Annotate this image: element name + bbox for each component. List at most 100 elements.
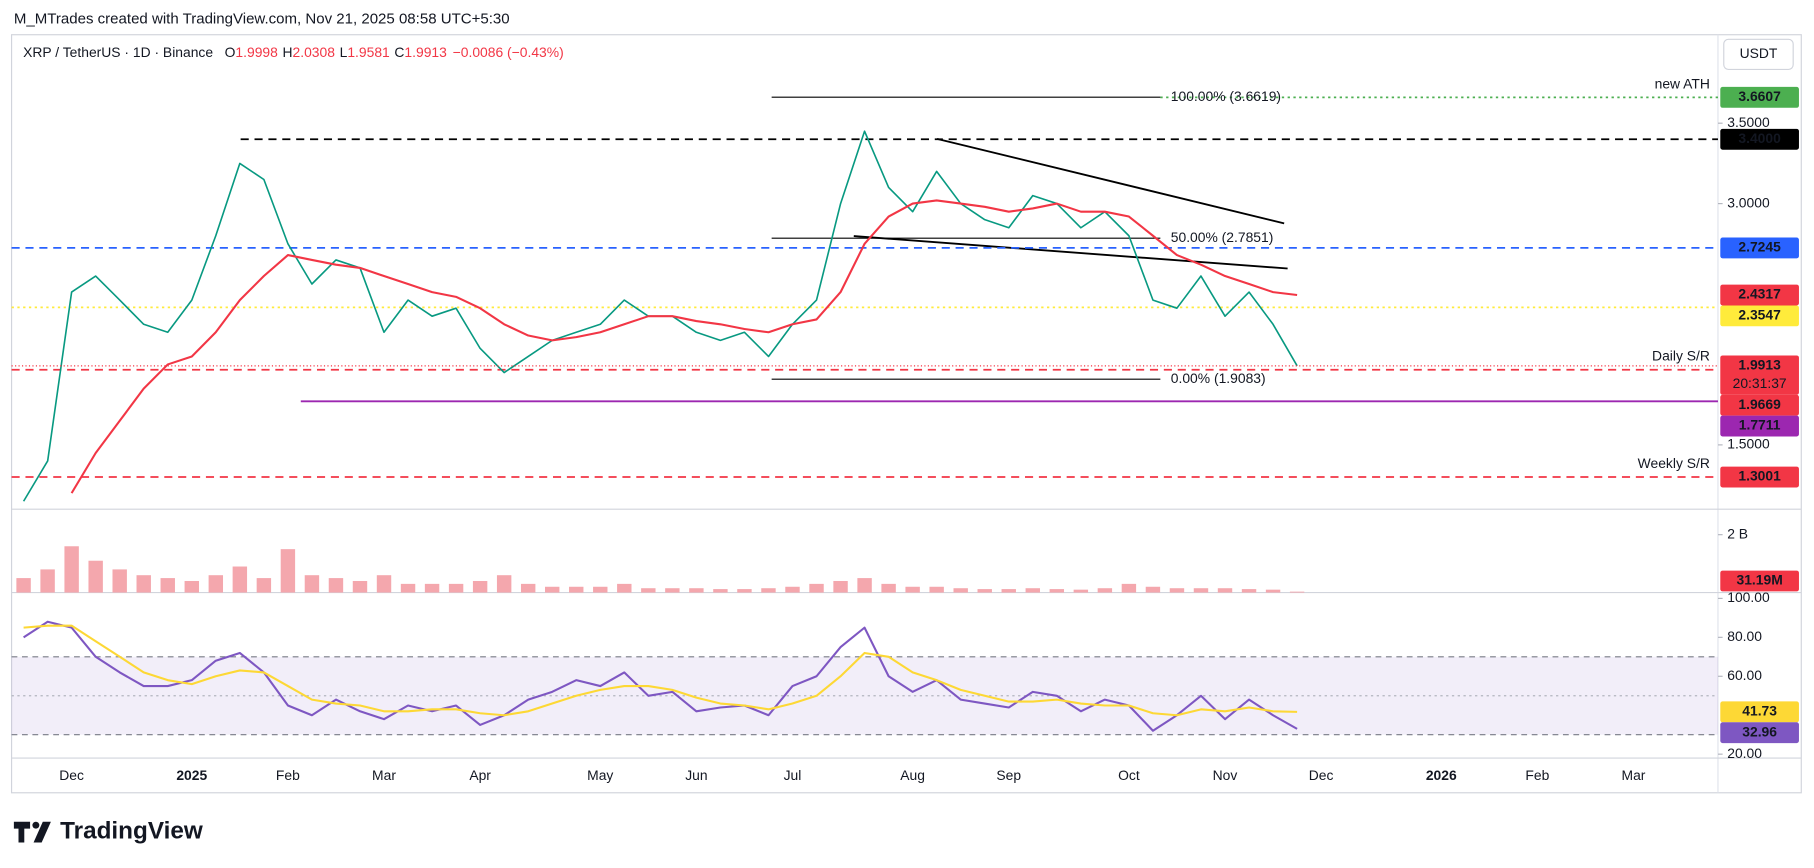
price-label-bg bbox=[1720, 570, 1799, 592]
y-tick-label: 60.00 bbox=[1727, 667, 1762, 683]
price-label: 1.3001 bbox=[1738, 468, 1781, 484]
ohlc-value: 2.0308 bbox=[293, 44, 336, 60]
price-label-bg bbox=[1720, 128, 1799, 150]
x-tick-label: Dec bbox=[59, 767, 84, 783]
volume-bar bbox=[496, 575, 512, 593]
volume-bar bbox=[208, 575, 224, 593]
x-tick-label: Dec bbox=[1309, 767, 1334, 783]
x-tick-label: Sep bbox=[996, 767, 1021, 783]
y-tick-label: 100.00 bbox=[1727, 589, 1770, 605]
logo-mark bbox=[33, 821, 51, 843]
ohlc-key: O bbox=[225, 44, 236, 60]
x-tick-label: Mar bbox=[1622, 767, 1646, 783]
volume-bar bbox=[40, 569, 55, 593]
price-label-bg bbox=[1720, 355, 1799, 395]
logo-mark bbox=[13, 821, 31, 843]
volume-bar bbox=[1289, 591, 1305, 593]
volume-bar bbox=[785, 586, 800, 593]
x-tick-label: Feb bbox=[1525, 767, 1549, 783]
volume-bar bbox=[857, 578, 872, 593]
price-label: 1.9913 bbox=[1738, 357, 1781, 373]
volume-bar bbox=[448, 583, 464, 593]
volume-bar bbox=[1049, 589, 1065, 593]
volume-bar bbox=[64, 546, 79, 593]
volume-bar bbox=[833, 580, 848, 593]
volume-bar bbox=[713, 589, 728, 593]
price-label: 3.6607 bbox=[1738, 88, 1781, 104]
change: −0.0086 (−0.43%) bbox=[453, 44, 564, 60]
volume-bar bbox=[1145, 586, 1161, 593]
volume-bar bbox=[593, 586, 608, 593]
logo: TradingView bbox=[13, 818, 203, 845]
price-label-bg bbox=[1720, 237, 1799, 259]
volume-bar bbox=[88, 560, 103, 593]
price-label-bg bbox=[1720, 305, 1799, 327]
level-name: new ATH bbox=[1655, 75, 1710, 91]
price-label-bg bbox=[1720, 86, 1799, 108]
volume-bar bbox=[16, 578, 31, 593]
chart-frame bbox=[10, 34, 1802, 794]
x-tick-label: Feb bbox=[276, 767, 300, 783]
volume-bar bbox=[424, 583, 440, 593]
x-tick-label: 2025 bbox=[176, 767, 207, 783]
volume-bar bbox=[184, 580, 199, 593]
volume-bar bbox=[256, 578, 272, 593]
volume-bar bbox=[569, 586, 584, 593]
volume-bar bbox=[304, 575, 320, 593]
fib-label: 0.00% (1.9083) bbox=[1171, 370, 1266, 386]
volume-bar bbox=[328, 578, 344, 593]
symbol-legend: XRP / TetherUS · 1D · Binance O1.9998 H2.0… bbox=[23, 44, 564, 60]
volume-bar bbox=[160, 578, 175, 593]
x-tick-label: Mar bbox=[372, 767, 396, 783]
volume-bar bbox=[641, 588, 656, 593]
volume-bar bbox=[136, 575, 151, 593]
price-label-bg bbox=[1720, 284, 1799, 306]
fib-label: 50.00% (2.7851) bbox=[1171, 229, 1274, 245]
volume-bar bbox=[1121, 583, 1137, 593]
price-label: 1.7711 bbox=[1739, 417, 1781, 433]
currency-button[interactable] bbox=[1723, 38, 1794, 71]
symbol: XRP / TetherUS · 1D · Binance bbox=[23, 44, 213, 60]
volume-bar bbox=[665, 588, 680, 593]
y-tick-label: 80.00 bbox=[1727, 628, 1762, 644]
y-tick-label: 20.00 bbox=[1727, 745, 1762, 761]
volume-bar bbox=[1025, 588, 1040, 593]
volume-bar bbox=[977, 589, 992, 593]
price-label: 32.96 bbox=[1742, 723, 1777, 739]
volume-bar bbox=[1217, 588, 1233, 593]
price-label: 41.73 bbox=[1742, 703, 1777, 719]
byline: M_MTrades created with TradingView.com, … bbox=[14, 11, 510, 28]
trendline bbox=[936, 137, 1285, 225]
ohlc-key: C bbox=[394, 44, 404, 60]
volume-bar bbox=[905, 586, 920, 593]
price-label: 1.9669 bbox=[1738, 396, 1781, 412]
volume-bar bbox=[280, 549, 296, 593]
volume-bar bbox=[472, 580, 488, 593]
volume-bar bbox=[400, 583, 416, 593]
volume-bar bbox=[1169, 588, 1185, 593]
volume-bar bbox=[376, 575, 392, 593]
y-tick-label: 1.5000 bbox=[1727, 436, 1770, 452]
currency[interactable]: USDT bbox=[1740, 45, 1778, 61]
indicator-line bbox=[70, 199, 1298, 494]
y-tick-label: 2 B bbox=[1727, 525, 1748, 541]
volume-bar bbox=[1241, 589, 1257, 593]
y-tick-label: 3.0000 bbox=[1727, 194, 1770, 210]
x-tick-label: Apr bbox=[469, 767, 491, 783]
y-tick-label: 3.5000 bbox=[1727, 114, 1770, 130]
volume-bar bbox=[689, 588, 704, 593]
price-label: 2.4317 bbox=[1738, 286, 1781, 302]
x-tick-label: Jun bbox=[685, 767, 707, 783]
x-tick-label: Oct bbox=[1118, 767, 1140, 783]
ohlc-key: L bbox=[340, 44, 348, 60]
volume-bar bbox=[1193, 588, 1209, 593]
price-label-bg bbox=[1720, 466, 1799, 488]
x-tick-label: 2026 bbox=[1426, 767, 1457, 783]
price-label-bg bbox=[1720, 394, 1799, 416]
indicator-line bbox=[23, 620, 1298, 732]
countdown: 20:31:37 bbox=[1733, 375, 1787, 391]
indicator-line bbox=[23, 624, 1298, 717]
volume-bar bbox=[809, 583, 824, 593]
